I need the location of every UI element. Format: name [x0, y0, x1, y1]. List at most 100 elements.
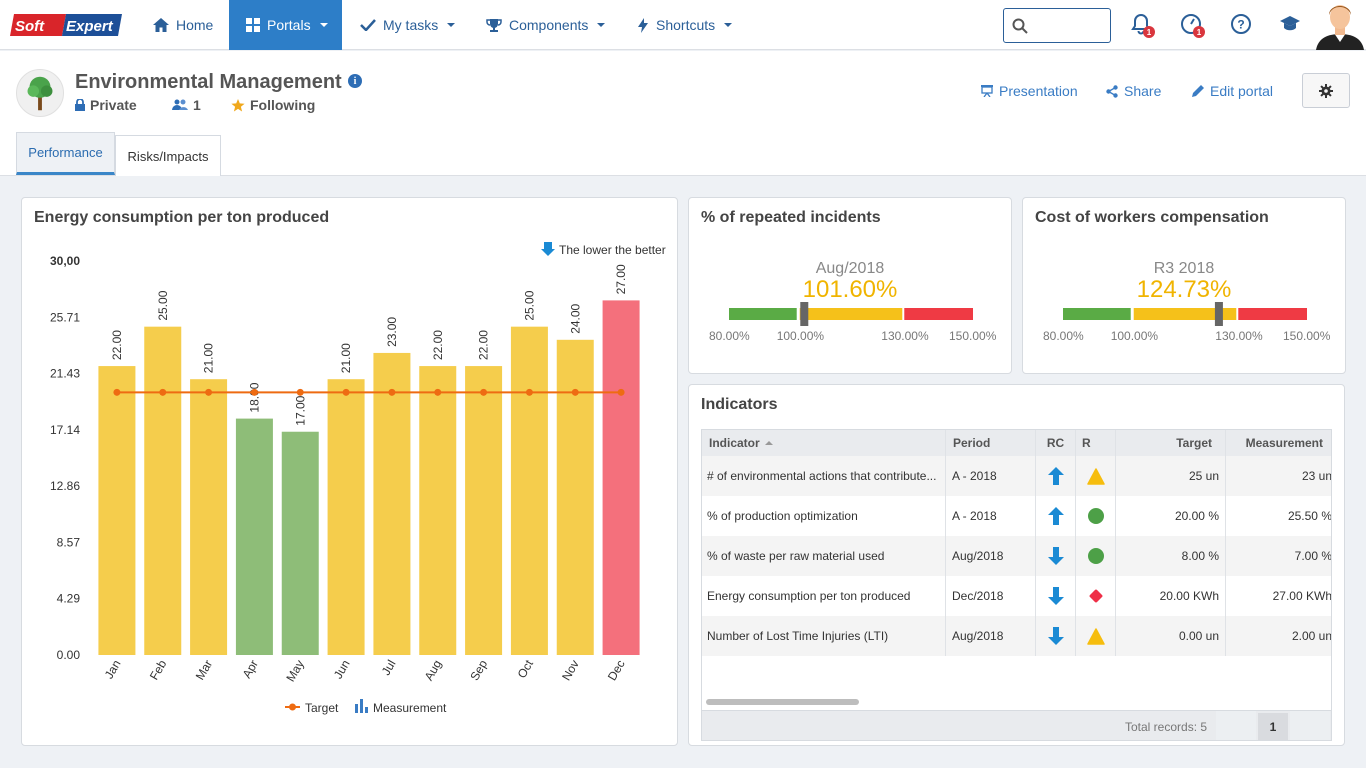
bar-nov[interactable]	[556, 339, 594, 655]
nav-my-tasks[interactable]: My tasks	[360, 0, 456, 50]
bar-value-label: 18.00	[247, 382, 261, 412]
settings-button[interactable]	[1302, 73, 1350, 108]
learning-button[interactable]	[1279, 13, 1303, 37]
bar-jul[interactable]	[373, 352, 411, 655]
legend-target-label[interactable]: Target	[305, 701, 339, 715]
bar-oct[interactable]	[510, 326, 548, 655]
cell-measurement: 7.00 %	[1225, 536, 1331, 576]
info-icon[interactable]: i	[348, 74, 362, 88]
search-input[interactable]	[1003, 8, 1111, 43]
bar-mar[interactable]	[190, 379, 228, 655]
y-tick-label: 17.14	[50, 423, 80, 437]
notifications-button[interactable]: 1	[1130, 13, 1155, 38]
col-r[interactable]: R	[1075, 430, 1115, 456]
gauge-value: 101.60%	[802, 276, 898, 303]
alerts-button[interactable]: 1	[1180, 13, 1205, 38]
cell-rc	[1035, 536, 1075, 576]
cell-r	[1075, 456, 1115, 496]
alerts-badge: 1	[1193, 26, 1205, 38]
gauge-tick-max: 150.00%	[949, 329, 997, 343]
pencil-icon	[1192, 85, 1204, 97]
bar-value-label: 22.00	[110, 330, 124, 360]
cell-period: A - 2018	[945, 496, 1035, 536]
y-tick-label: 25.71	[50, 310, 80, 324]
target-point[interactable]	[525, 388, 533, 396]
col-indicator[interactable]: Indicator	[709, 430, 945, 456]
bar-dec[interactable]	[602, 300, 640, 655]
status-red-diamond-icon	[1089, 589, 1102, 603]
edit-portal-button[interactable]: Edit portal	[1192, 83, 1273, 99]
cell-measurement: 27.00 KWh	[1225, 576, 1331, 616]
nav-shortcuts[interactable]: Shortcuts	[637, 0, 733, 50]
cell-indicator: Energy consumption per ton produced	[707, 589, 911, 603]
bar-may[interactable]	[281, 431, 319, 655]
bar-jun[interactable]	[327, 379, 365, 655]
status-green-circle-icon	[1087, 548, 1104, 564]
star-icon	[231, 98, 245, 111]
nav-components[interactable]: Components	[486, 0, 606, 50]
bar-sep[interactable]	[465, 366, 503, 655]
y-tick-label: 21.43	[50, 367, 80, 381]
next-page-button[interactable]	[1290, 711, 1330, 740]
following-status[interactable]: Following	[231, 97, 315, 113]
members-count[interactable]: 1	[172, 97, 201, 113]
col-rc[interactable]: RC	[1035, 430, 1075, 456]
gauge-panel-repeated-incidents: % of repeated incidents Aug/2018 101.60% 80…	[688, 197, 1012, 374]
table-row[interactable]: % of production optimization A - 2018 20.0…	[702, 496, 1331, 536]
target-point[interactable]	[617, 388, 625, 396]
tab-risks-impacts[interactable]: Risks/Impacts	[115, 135, 221, 176]
table-row[interactable]: # of environmental actions that contribu…	[702, 456, 1331, 496]
target-point[interactable]	[434, 388, 442, 396]
target-point[interactable]	[250, 388, 258, 396]
gauge-band-green	[1063, 308, 1131, 320]
presentation-button[interactable]: Presentation	[981, 83, 1078, 99]
grid-icon	[246, 18, 260, 32]
tab-performance[interactable]: Performance	[16, 132, 115, 175]
status-green-circle-icon	[1087, 508, 1104, 524]
following-label: Following	[250, 97, 316, 113]
gauge-tick-min: 80.00%	[1043, 329, 1084, 343]
check-icon	[360, 19, 376, 31]
col-measurement[interactable]: Measurement	[1225, 430, 1331, 456]
bar-value-label: 25.00	[522, 290, 536, 320]
legend-measurement-label[interactable]: Measurement	[373, 701, 447, 715]
gauge-title: Cost of workers compensation	[1035, 209, 1269, 226]
bar-apr[interactable]	[235, 418, 273, 655]
softexpert-logo[interactable]: Soft Expert	[8, 12, 124, 38]
target-point[interactable]	[205, 388, 213, 396]
indicators-title: Indicators	[701, 396, 778, 413]
table-row[interactable]: % of waste per raw material used Aug/2018…	[702, 536, 1331, 576]
table-row[interactable]: Number of Lost Time Injuries (LTI) Aug/20…	[702, 616, 1331, 656]
gauge-bar	[1063, 302, 1307, 326]
share-label: Share	[1124, 83, 1162, 99]
bar-aug[interactable]	[419, 366, 457, 655]
bar-jan[interactable]	[98, 366, 136, 655]
nav-home[interactable]: Home	[153, 0, 213, 50]
target-point[interactable]	[113, 388, 121, 396]
gauge-band-yellow	[799, 308, 903, 320]
target-point[interactable]	[342, 388, 350, 396]
prev-page-button[interactable]	[1216, 711, 1256, 740]
nav-portals[interactable]: Portals	[229, 0, 342, 50]
cell-measurement: 23 un	[1225, 456, 1331, 496]
table-row[interactable]: Energy consumption per ton produced Dec/2…	[702, 576, 1331, 616]
target-point[interactable]	[388, 388, 396, 396]
user-avatar[interactable]	[1314, 0, 1366, 50]
target-point[interactable]	[296, 388, 304, 396]
col-period[interactable]: Period	[945, 430, 1035, 456]
current-page[interactable]: 1	[1258, 713, 1288, 740]
help-button[interactable]: ?	[1230, 13, 1254, 37]
x-tick-label: Jul	[379, 658, 399, 678]
col-target[interactable]: Target	[1115, 430, 1225, 456]
energy-bar-chart: 0.00 4.29 8.57 12.86 17.14 21.43 25.71 30,00 22.…	[50, 242, 666, 715]
nav-portals-label: Portals	[267, 17, 311, 33]
bar-feb[interactable]	[144, 326, 182, 655]
horizontal-scrollbar[interactable]	[706, 699, 859, 705]
target-point[interactable]	[480, 388, 488, 396]
gauge-tick-min: 80.00%	[709, 329, 750, 343]
chart-legend: Target Measurement	[285, 699, 447, 715]
share-button[interactable]: Share	[1106, 83, 1161, 99]
target-point[interactable]	[571, 388, 579, 396]
target-point[interactable]	[159, 388, 167, 396]
sort-asc-icon	[764, 441, 773, 445]
